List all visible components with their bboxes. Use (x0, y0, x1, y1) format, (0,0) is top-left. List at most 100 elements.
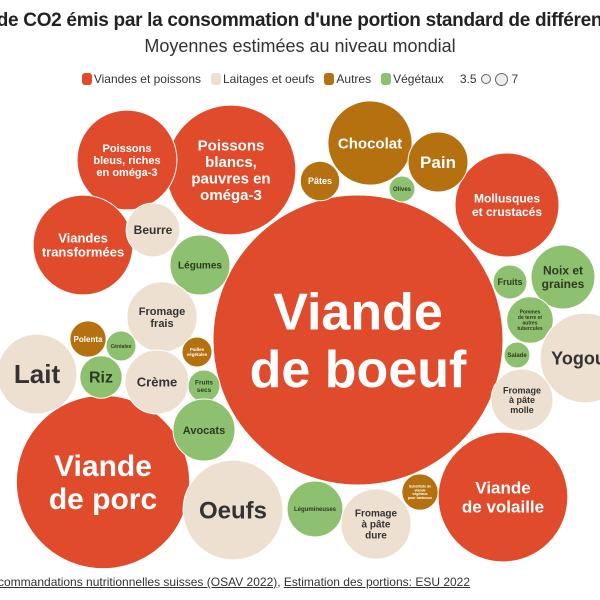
legend-item-vegetaux[interactable]: Végétaux (381, 72, 444, 86)
bubble[interactable]: Fruits secs (187, 369, 221, 403)
bubble-label: Fromage à pâte molle (503, 385, 541, 415)
bubble[interactable]: Poissons blancs, pauvres en oméga-3 (165, 104, 297, 236)
size-legend-max: 7 (511, 72, 519, 86)
bubble-circle[interactable] (105, 330, 137, 362)
bubble-circle[interactable] (539, 312, 600, 404)
legend: Viandes et poissons Laitages et oeufs Au… (0, 72, 600, 86)
bubble-label: Substituts de viande végétaux pour barbecue (408, 484, 432, 500)
bubble-circle[interactable] (182, 459, 284, 561)
bubble[interactable]: Céréales (105, 330, 137, 362)
bubble-circle[interactable] (79, 355, 123, 399)
bubble-circle[interactable] (492, 264, 528, 300)
bubble[interactable]: Oeufs (182, 459, 284, 561)
bubble[interactable]: Viandes transformées (32, 194, 134, 296)
bubble-label: Viande de volaille (462, 479, 544, 517)
bubble-circle[interactable] (506, 296, 554, 344)
bubble[interactable]: Légumineuses (286, 480, 344, 538)
bubble[interactable]: Légumes (169, 234, 231, 296)
bubble[interactable]: Viande de volaille (437, 431, 569, 563)
legend-item-viandes[interactable]: Viandes et poissons (81, 72, 201, 86)
bubble-label: Pain (420, 153, 456, 172)
bubble-circle[interactable] (503, 341, 531, 369)
bubble[interactable]: Viande de boeuf (212, 194, 504, 486)
size-legend-min: 3.5 (459, 72, 477, 86)
bubble-circle[interactable] (299, 160, 341, 202)
bubble[interactable]: Pommes de terre et autres tubercules (506, 296, 554, 344)
bubble[interactable]: Noix et graines (530, 244, 596, 310)
bubble[interactable]: Lait (0, 333, 78, 415)
bubble-label: Poissons bleus, riches en oméga-3 (93, 143, 160, 179)
bubble-circle[interactable] (388, 175, 416, 203)
bubble-circle[interactable] (0, 333, 78, 415)
bubble-label: Viandes transformées (42, 230, 124, 259)
bubble-label: Lait (14, 359, 61, 389)
bubble[interactable]: Fruits (492, 264, 528, 300)
legend-label: Autres (336, 72, 372, 86)
bubble-circle[interactable] (69, 320, 107, 358)
bubble-circle[interactable] (169, 234, 231, 296)
source-link-recommandations[interactable]: commandations nutritionnelles suisses (O… (0, 575, 278, 589)
bubble[interactable]: Mollusques et crustacés (454, 152, 560, 258)
bubble-label: Pailles végétales (187, 347, 208, 357)
bubble-circle[interactable] (125, 202, 181, 258)
bubble-label: Beurre (134, 223, 173, 237)
bubble[interactable]: Pâtes (299, 160, 341, 202)
chart-subtitle: Moyennes estimées au niveau mondial (144, 36, 456, 56)
bubble-label: Poissons blancs, pauvres en oméga-3 (191, 138, 270, 205)
source-separator: , (277, 575, 284, 589)
bubble-label: Viande de porc (49, 450, 157, 516)
source: commandations nutritionnelles suisses (O… (0, 575, 470, 589)
legend-item-autres[interactable]: Autres (324, 72, 371, 86)
bubble-circle[interactable] (530, 244, 596, 310)
bubble[interactable]: Avocats (172, 398, 236, 462)
bubble[interactable]: Beurre (125, 202, 181, 258)
bubble-circle[interactable] (76, 109, 178, 211)
bubble-label: Oeufs (199, 497, 267, 524)
bubble[interactable]: Yogourt (539, 312, 600, 404)
bubble-label: Fruits (497, 277, 522, 287)
bubble-label: Olives (393, 187, 412, 193)
bubble-circle[interactable] (401, 473, 439, 511)
bubble[interactable]: Fromage frais (126, 281, 198, 353)
bubble-circle[interactable] (212, 194, 504, 486)
bubble-label: Mollusques et crustacés (472, 192, 542, 219)
bubble-circle[interactable] (437, 431, 569, 563)
bubble-label: Fromage à pâte dure (355, 509, 398, 542)
bubble-label: Yogourt (551, 348, 600, 368)
bubble-label: Avocats (183, 425, 225, 437)
bubble-circle[interactable] (454, 152, 560, 258)
bubble-circle[interactable] (407, 131, 469, 193)
bubble[interactable]: Riz (79, 355, 123, 399)
bubble-label: Polenta (74, 335, 103, 344)
bubble[interactable]: Crème (124, 349, 190, 415)
bubble-label: Légumes (178, 261, 222, 272)
bubble-label: Fromage frais (139, 306, 185, 330)
bubble-circle[interactable] (490, 368, 554, 432)
bubble[interactable]: Olives (388, 175, 416, 203)
bubble-circle[interactable] (181, 336, 213, 368)
bubble[interactable]: Fromage à pâte dure (340, 488, 412, 560)
legend-label: Laitages et oeufs (223, 72, 315, 86)
bubble-label: Céréales (111, 344, 132, 350)
bubble[interactable]: Fromage à pâte molle (490, 368, 554, 432)
bubble-circle[interactable] (172, 398, 236, 462)
legend-label: Viandes et poissons (93, 72, 201, 86)
bubble[interactable]: Chocolat (327, 100, 413, 186)
bubble[interactable]: Salade (503, 341, 531, 369)
bubble-circle[interactable] (327, 100, 413, 186)
bubble-label: Salade (507, 353, 527, 359)
chart-title: s de CO2 émis par la consommation d'une … (0, 10, 600, 31)
legend-swatch (211, 73, 221, 85)
bubble[interactable]: Polenta (69, 320, 107, 358)
bubble-label: Fruits secs (195, 380, 213, 394)
legend-item-laitages[interactable]: Laitages et oeufs (211, 72, 314, 86)
bubble[interactable]: Substituts de viande végétaux pour barbecue (401, 473, 439, 511)
bubble[interactable]: Viande de porc (15, 394, 191, 570)
bubble-circle[interactable] (286, 480, 344, 538)
bubble[interactable]: Pailles végétales (181, 336, 213, 368)
bubble[interactable]: Poissons bleus, riches en oméga-3 (76, 109, 178, 211)
source-link-esu[interactable]: Estimation des portions: ESU 2022 (283, 575, 471, 589)
bubble-circle[interactable] (340, 488, 412, 560)
bubble[interactable]: Pain (407, 131, 469, 193)
